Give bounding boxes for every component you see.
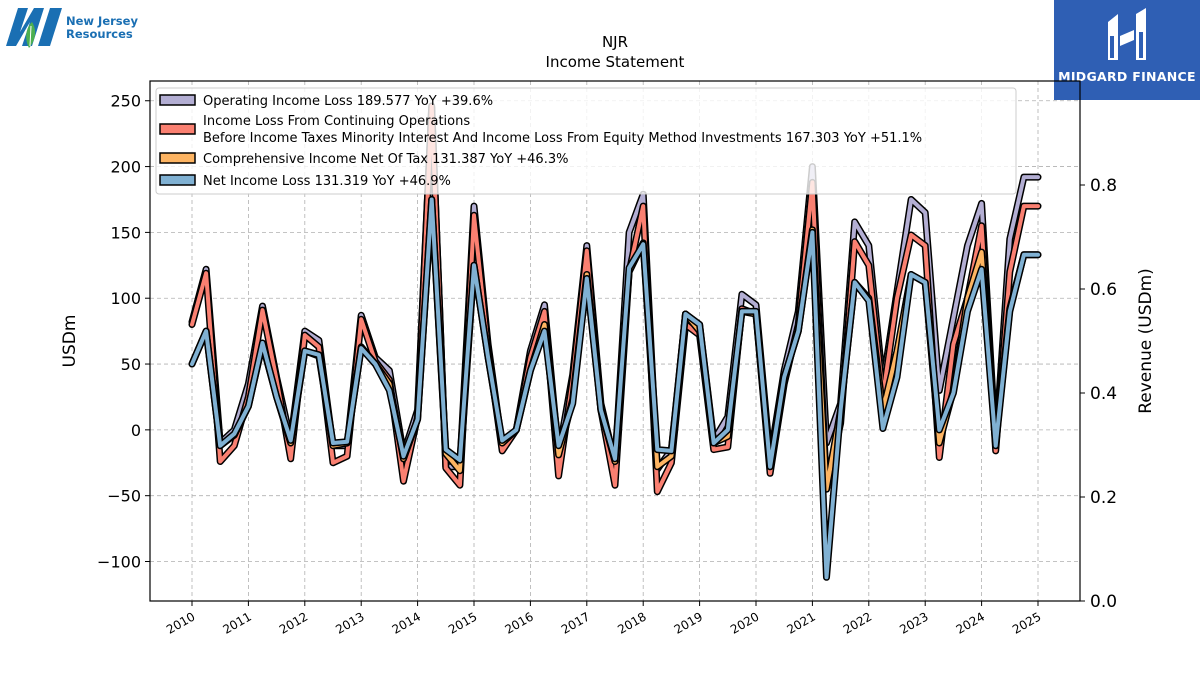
x-tick-label: 2015 — [446, 609, 479, 636]
y-tick-label: 0 — [131, 421, 141, 440]
x-tick-label: 2011 — [220, 609, 253, 636]
y-tick-label: 200 — [110, 158, 141, 177]
y-tick-label: 250 — [110, 92, 141, 111]
x-tick-label: 2020 — [728, 609, 761, 636]
legend-label-pretax-line2: Before Income Taxes Minority Interest An… — [203, 131, 922, 146]
watermark-brand-text: MIDGARD FINANCE — [1058, 69, 1196, 84]
y-right-tick-label: 0.8 — [1090, 176, 1117, 196]
y-tick-label: −50 — [107, 487, 141, 506]
legend-swatch-operating — [159, 94, 196, 106]
y-axis-label: USDm — [60, 315, 80, 368]
x-tick-label: 2018 — [615, 609, 648, 636]
x-tick-label: 2014 — [390, 609, 423, 636]
x-tick-label: 2010 — [164, 609, 197, 636]
x-tick-label: 2013 — [333, 609, 366, 636]
x-tick-label: 2024 — [954, 609, 987, 636]
y-right-tick-label: 0.4 — [1090, 384, 1117, 404]
y-tick-label: 50 — [121, 355, 141, 374]
legend-label-operating: Operating Income Loss 189.577 YoY +39.6% — [203, 94, 493, 109]
legend-label-pretax-line1: Income Loss From Continuing Operations — [203, 114, 470, 129]
legend-label-comprehensive: Comprehensive Income Net Of Tax 131.387 … — [203, 152, 568, 167]
plot-frame — [149, 80, 1081, 602]
x-axis: 2010 2011 2012 2013 2014 2015 2016 2017 2018 2019… — [164, 601, 1044, 637]
chart-subtitle: Income Statement — [546, 53, 685, 71]
chart-title: NJR — [602, 33, 628, 51]
x-tick-label: 2025 — [1010, 609, 1043, 636]
legend-swatch-net-income — [159, 174, 196, 186]
y-tick-label: −100 — [97, 553, 141, 572]
x-tick-label: 2021 — [784, 609, 817, 636]
series-group — [188, 102, 1042, 581]
legend-box — [155, 87, 1017, 195]
y-right-tick-label: 0.0 — [1090, 592, 1117, 612]
x-tick-label: 2017 — [559, 609, 592, 636]
logo-line-1: New Jersey — [66, 14, 138, 28]
series-line-pretax-income — [190, 104, 1040, 494]
y-axis-right-label: Revenue (USDm) — [1136, 268, 1156, 414]
njr-logo-mark-icon — [6, 8, 62, 48]
watermark-logo: MIDGARD FINANCE — [1054, 0, 1200, 100]
y-axis-right: 0.0 0.2 0.4 0.6 0.8 — [1080, 176, 1117, 612]
y-right-tick-label: 0.2 — [1090, 488, 1117, 508]
x-tick-label: 2019 — [672, 609, 705, 636]
series-line-net-income — [190, 197, 1040, 580]
x-tick-label: 2022 — [841, 609, 874, 636]
y-tick-label: 100 — [110, 289, 141, 308]
y-axis-left: −100 −50 0 50 100 150 200 250 — [97, 92, 150, 572]
legend-swatch-comprehensive — [159, 152, 196, 164]
company-logo: New Jersey Resources — [4, 4, 154, 50]
y-tick-label: 150 — [110, 223, 141, 242]
legend: Operating Income Loss 189.577 YoY +39.6%… — [155, 87, 1017, 195]
midgard-logo-mark-icon — [1108, 8, 1146, 60]
x-tick-label: 2016 — [502, 609, 535, 636]
series-outline-net-income — [188, 196, 1042, 581]
x-tick-label: 2023 — [897, 609, 930, 636]
x-tick-label: 2012 — [277, 609, 310, 636]
legend-swatch-pretax — [159, 123, 196, 135]
logo-line-2: Resources — [66, 27, 133, 41]
legend-label-net-income: Net Income Loss 131.319 YoY +46.9% — [203, 174, 451, 189]
y-right-tick-label: 0.6 — [1090, 280, 1117, 300]
